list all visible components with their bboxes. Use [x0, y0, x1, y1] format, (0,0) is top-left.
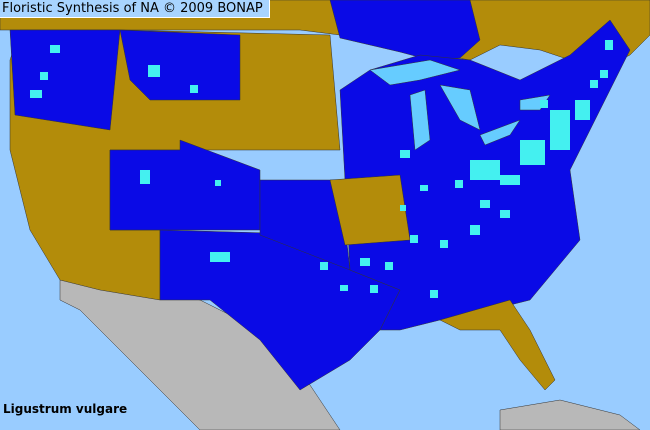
- map-title: Floristic Synthesis of NA © 2009 BONAP: [0, 0, 270, 18]
- florida-georgia-coast: [439, 299, 556, 391]
- montana: [119, 29, 241, 101]
- pacific-northwest: [9, 29, 121, 131]
- species-name: Ligustrum vulgare: [3, 402, 128, 416]
- county-records: [30, 40, 613, 298]
- cuba-region: [499, 399, 641, 430]
